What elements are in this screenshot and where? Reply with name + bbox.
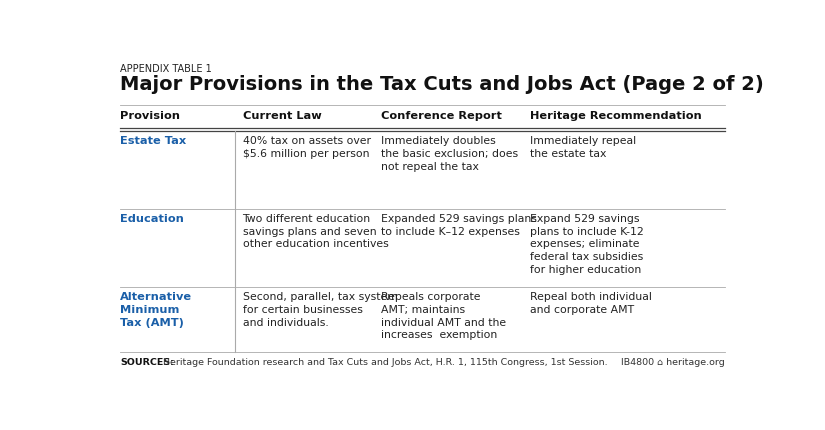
- Text: 40% tax on assets over
$5.6 million per person: 40% tax on assets over $5.6 million per …: [243, 136, 370, 159]
- Text: Second, parallel, tax system
for certain businesses
and individuals.: Second, parallel, tax system for certain…: [243, 292, 398, 328]
- Text: Estate Tax: Estate Tax: [120, 136, 186, 146]
- Text: Provision: Provision: [120, 111, 181, 121]
- Text: Immediately doubles
the basic exclusion; does
not repeal the tax: Immediately doubles the basic exclusion;…: [381, 136, 518, 172]
- Text: Conference Report: Conference Report: [381, 111, 502, 121]
- Text: APPENDIX TABLE 1: APPENDIX TABLE 1: [120, 64, 212, 74]
- Text: Repeal both individual
and corporate AMT: Repeal both individual and corporate AMT: [530, 292, 652, 315]
- Text: Immediately repeal
the estate tax: Immediately repeal the estate tax: [530, 136, 636, 159]
- Text: Expand 529 savings
plans to include K-12
expenses; eliminate
federal tax subsidi: Expand 529 savings plans to include K-12…: [530, 214, 644, 275]
- Text: Alternative
Minimum
Tax (AMT): Alternative Minimum Tax (AMT): [120, 292, 192, 328]
- Text: Heritage Foundation research and Tax Cuts and Jobs Act, H.R. 1, 115th Congress, : Heritage Foundation research and Tax Cut…: [160, 358, 608, 367]
- Text: Two different education
savings plans and seven
other education incentives: Two different education savings plans an…: [243, 214, 389, 249]
- Text: SOURCES:: SOURCES:: [120, 358, 174, 367]
- Text: Education: Education: [120, 214, 184, 224]
- Text: Heritage Recommendation: Heritage Recommendation: [530, 111, 702, 121]
- Text: Current Law: Current Law: [243, 111, 321, 121]
- Text: IB4800 ⌂ heritage.org: IB4800 ⌂ heritage.org: [621, 358, 725, 367]
- Text: Major Provisions in the Tax Cuts and Jobs Act (Page 2 of 2): Major Provisions in the Tax Cuts and Job…: [120, 75, 764, 94]
- Text: Expanded 529 savings plans
to include K–12 expenses: Expanded 529 savings plans to include K–…: [381, 214, 537, 237]
- Text: Repeals corporate
AMT; maintains
individual AMT and the
increases  exemption: Repeals corporate AMT; maintains individ…: [381, 292, 507, 341]
